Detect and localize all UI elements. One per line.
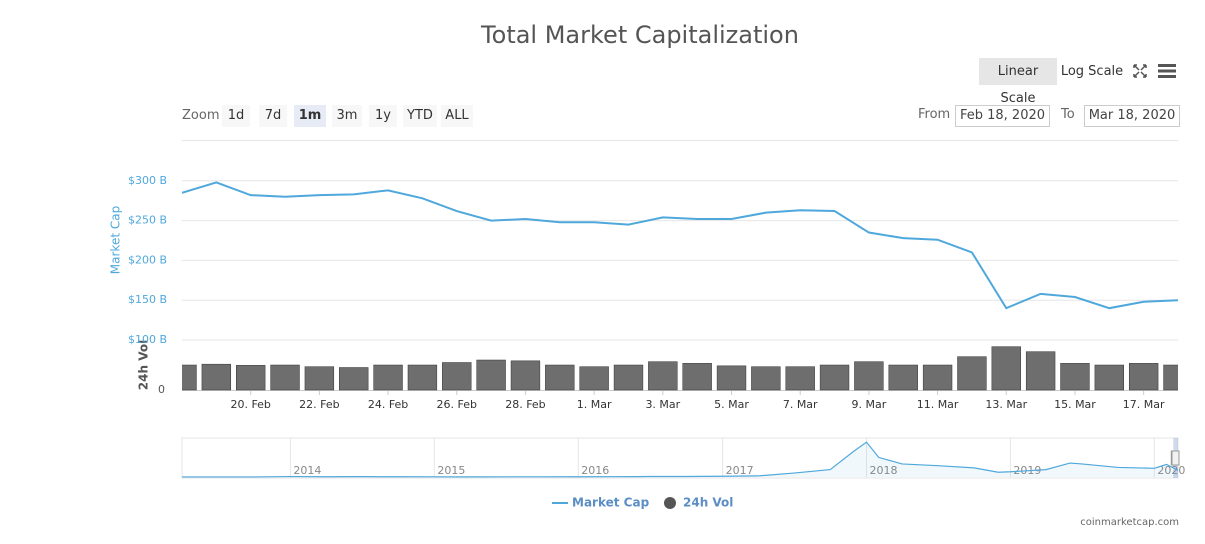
navigator-tick-label: 2016 xyxy=(581,464,609,477)
x-tick-label: 13. Mar xyxy=(985,398,1027,411)
volume-bar xyxy=(922,364,953,391)
menu-icons xyxy=(1133,64,1176,78)
zoom-button[interactable]: 3m xyxy=(332,105,362,127)
x-tick-label: 1. Mar xyxy=(577,398,612,411)
volume-bar xyxy=(751,366,781,391)
y-tick-label: $250 B xyxy=(128,214,167,227)
volume-bar xyxy=(785,366,815,391)
navigator-tick-label: 2014 xyxy=(293,464,321,477)
x-tick-label: 7. Mar xyxy=(783,398,818,411)
market-cap-line xyxy=(182,181,1178,310)
scale-button[interactable]: Log Scale xyxy=(1060,64,1124,79)
navigator-area xyxy=(182,442,1178,477)
chart-title: Total Market Capitalization xyxy=(480,21,799,49)
x-tick-label: 17. Mar xyxy=(1123,398,1165,411)
volume-bar xyxy=(613,364,644,391)
zoom-button[interactable]: ALL xyxy=(441,105,473,127)
volume-bar xyxy=(957,356,987,391)
from-input[interactable]: Feb 18, 2020 xyxy=(955,105,1050,127)
y2-axis-title: 24h Vol xyxy=(137,340,151,390)
volume-bar xyxy=(339,367,369,391)
x-tick-label: 9. Mar xyxy=(852,398,887,411)
plot xyxy=(182,181,1178,391)
volume-bar xyxy=(1163,364,1178,391)
volume-bar xyxy=(510,360,541,391)
volume-bar xyxy=(476,359,506,391)
to-input[interactable]: Mar 18, 2020 xyxy=(1084,105,1180,127)
y-tick-label: $200 B xyxy=(128,253,167,266)
volume-bar xyxy=(888,364,918,391)
zoom-button[interactable]: YTD xyxy=(403,105,437,127)
zoom-button[interactable]: 7d xyxy=(259,105,287,127)
zoom-button[interactable]: 1y xyxy=(369,105,397,127)
y-tick-label: $150 B xyxy=(128,293,167,306)
y2-tick-label: 0 xyxy=(158,383,165,396)
legend-symbol xyxy=(664,497,676,509)
volume-bar xyxy=(407,364,438,391)
volume-bar xyxy=(236,365,266,391)
x-tick-label: 5. Mar xyxy=(714,398,749,411)
volume-bar xyxy=(854,361,884,391)
volume-bar xyxy=(682,363,712,391)
navigator-tick-label: 2018 xyxy=(870,464,898,477)
zoom-button[interactable]: 1d xyxy=(222,105,250,127)
x-tick-label: 26. Feb xyxy=(437,398,477,411)
volume-bar xyxy=(991,346,1021,391)
volume-bar xyxy=(304,366,335,391)
y-tick-label: $100 B xyxy=(128,333,167,346)
volume-bar xyxy=(1094,364,1124,391)
volume-bar xyxy=(716,365,747,391)
volume-bar xyxy=(1025,351,1056,391)
y-tick-label: $300 B xyxy=(128,174,167,187)
navigator-line xyxy=(182,441,1178,478)
navigator-tick-label: 2020 xyxy=(1157,464,1185,477)
navigator-tick-label: 2015 xyxy=(437,464,465,477)
legend-label[interactable]: Market Cap xyxy=(572,496,650,510)
navigator xyxy=(182,438,1178,478)
x-tick-label: 15. Mar xyxy=(1054,398,1096,411)
volume-bar xyxy=(442,362,472,391)
menu-icon[interactable] xyxy=(1158,64,1176,78)
zoom-label: Zoom xyxy=(182,108,220,123)
volume-bar xyxy=(270,364,300,391)
zoom-button[interactable]: 1m xyxy=(294,105,326,127)
volume-bar xyxy=(819,364,850,391)
navigator-handle[interactable] xyxy=(1171,450,1180,466)
x-tick-label: 22. Feb xyxy=(299,398,339,411)
x-tick-label: 20. Feb xyxy=(230,398,270,411)
to-label: To xyxy=(1061,107,1075,122)
from-label: From xyxy=(918,107,951,122)
volume-bar xyxy=(579,366,609,391)
volume-bar xyxy=(182,364,197,391)
volume-bar xyxy=(373,364,403,391)
x-tick-label: 24. Feb xyxy=(368,398,408,411)
volume-bar xyxy=(1060,363,1090,391)
y-axis-title: Market Cap xyxy=(109,206,123,274)
scale-button[interactable]: Linear Scale xyxy=(979,58,1057,106)
x-tick-label: 3. Mar xyxy=(645,398,680,411)
volume-bar xyxy=(545,364,575,391)
volume-bar xyxy=(1128,363,1159,391)
credit: coinmarketcap.com xyxy=(1080,517,1179,528)
navigator-tick-label: 2017 xyxy=(726,464,754,477)
fullscreen-icon[interactable] xyxy=(1133,64,1147,78)
volume-bar xyxy=(648,361,678,391)
legend-label[interactable]: 24h Vol xyxy=(683,496,733,510)
x-tick-label: 28. Feb xyxy=(505,398,545,411)
x-tick-label: 11. Mar xyxy=(917,398,959,411)
volume-bar xyxy=(201,363,232,391)
